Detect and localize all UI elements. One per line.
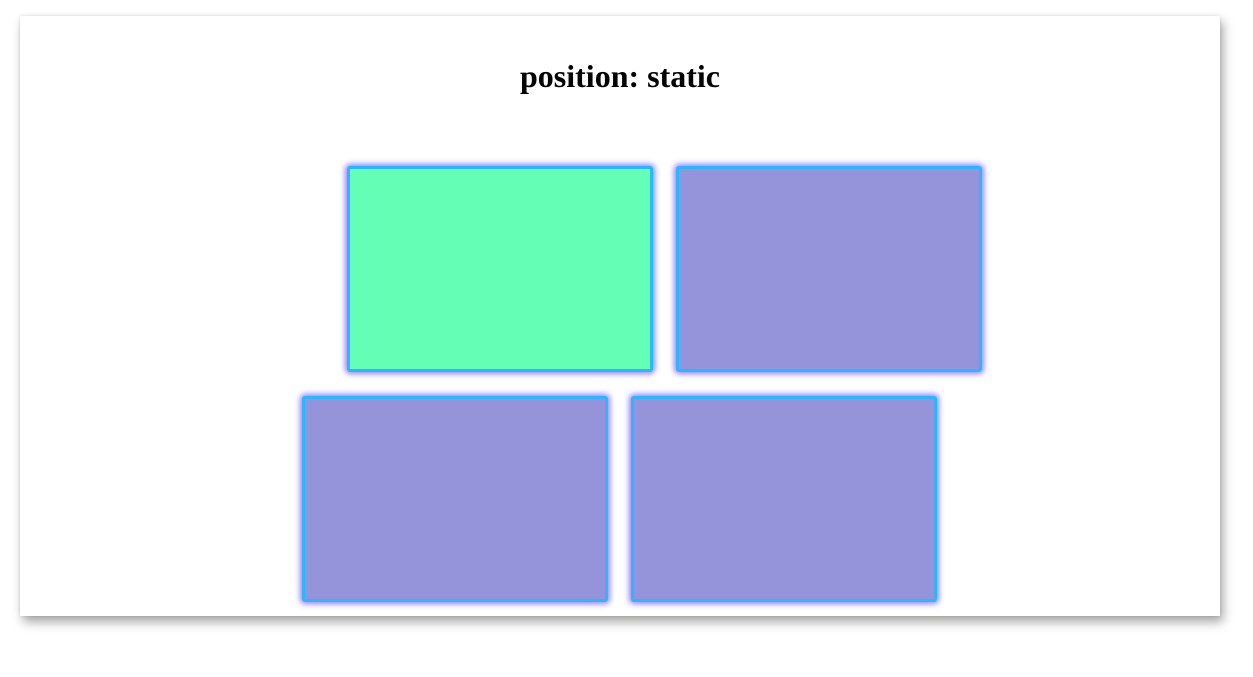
static-box-3 <box>302 396 608 602</box>
static-box-1 <box>347 166 653 372</box>
page-title: position: static <box>520 58 720 94</box>
demo-container: position: static <box>20 16 1220 616</box>
static-box-4 <box>631 396 937 602</box>
static-box-2 <box>676 166 982 372</box>
